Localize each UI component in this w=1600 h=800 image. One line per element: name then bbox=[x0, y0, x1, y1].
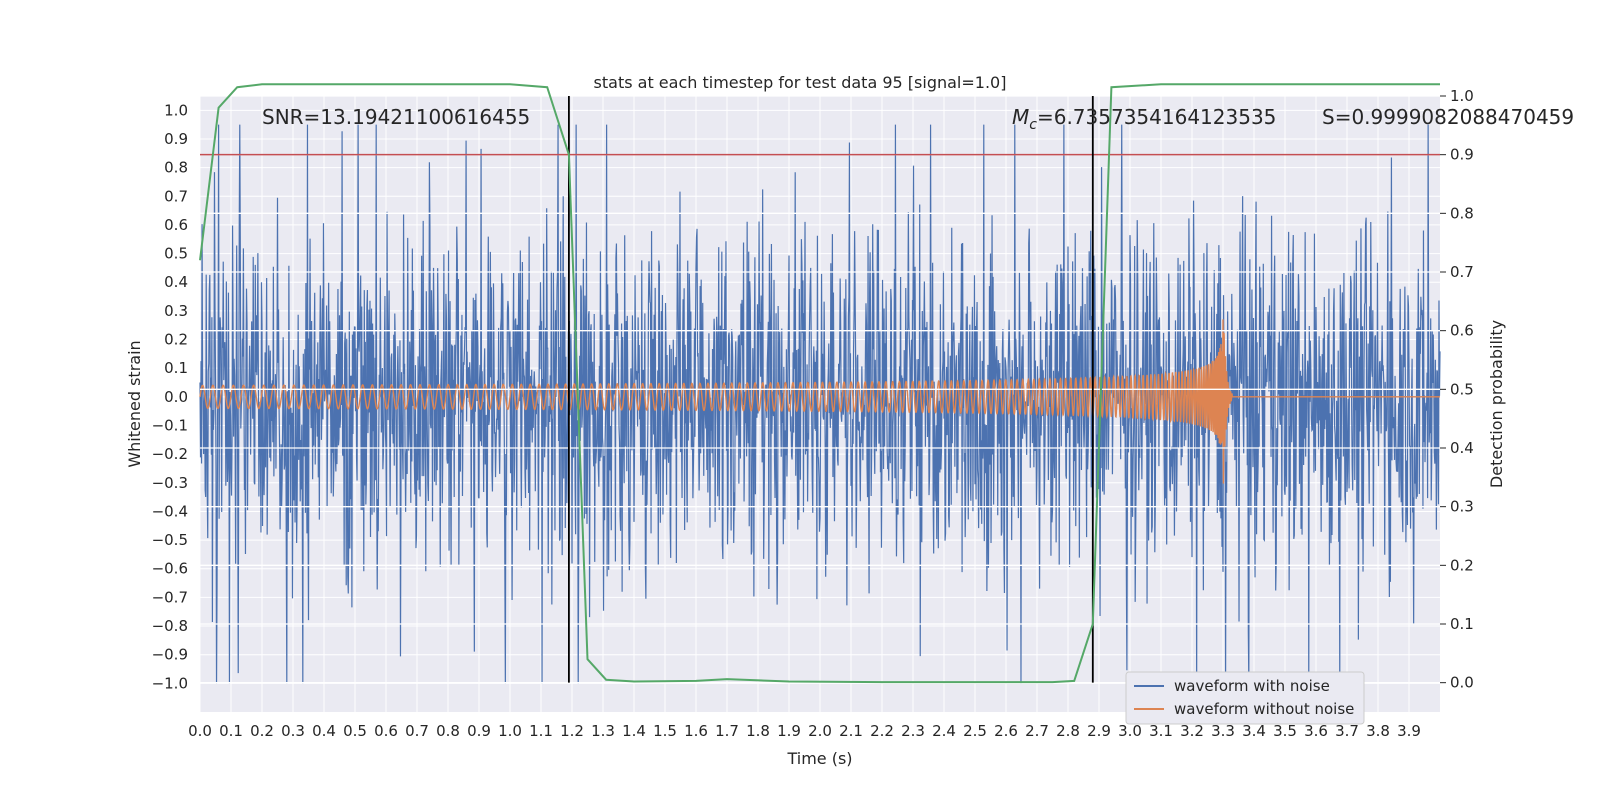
chirp-mass-value: =6.7357354164123535 bbox=[1037, 105, 1276, 129]
waveform-without-noise-path bbox=[199, 319, 1440, 484]
s-annotation: S=0.9999082088470459 bbox=[1322, 105, 1574, 129]
x-tick-label: 2.6 bbox=[994, 722, 1018, 740]
left-y-tick-label: −0.6 bbox=[152, 560, 188, 578]
x-tick-label: 1.6 bbox=[684, 722, 708, 740]
x-tick-label: 2.4 bbox=[932, 722, 956, 740]
legend-label-waveform-with-noise: waveform with noise bbox=[1174, 677, 1330, 695]
x-tick-label: 0.3 bbox=[281, 722, 305, 740]
x-tick-label: 0.5 bbox=[343, 722, 367, 740]
right-y-tick-label: 0.0 bbox=[1450, 674, 1474, 692]
left-y-tick-label: −0.2 bbox=[152, 445, 188, 463]
snr-annotation: SNR=13.19421100616455 bbox=[262, 105, 530, 129]
right-y-tick-label: 0.6 bbox=[1450, 322, 1474, 340]
x-tick-label: 0.8 bbox=[436, 722, 460, 740]
waveform-without-noise-line bbox=[199, 319, 1440, 484]
left-y-tick-label: −0.1 bbox=[152, 416, 188, 434]
right-y-tick-label: 0.4 bbox=[1450, 439, 1474, 457]
right-y-tick-label: 0.7 bbox=[1450, 263, 1474, 281]
x-tick-label: 3.8 bbox=[1366, 722, 1390, 740]
left-y-axis-ticks: 1.0 0.9 0.8 0.7 0.6 0.5 0.4 0.3 0.2 0.1 0.0 −0.1 −0.… bbox=[152, 101, 188, 692]
left-y-tick-label: −0.4 bbox=[152, 502, 188, 520]
x-tick-label: 0.7 bbox=[405, 722, 429, 740]
chirp-mass-annotation: Mc=6.7357354164123535 bbox=[1012, 105, 1276, 133]
x-tick-label: 2.0 bbox=[808, 722, 832, 740]
left-y-tick-label: 0.0 bbox=[164, 388, 188, 406]
x-tick-label: 3.1 bbox=[1149, 722, 1173, 740]
left-y-tick-label: −0.5 bbox=[152, 531, 188, 549]
right-y-axis-label: Detection probability bbox=[1487, 320, 1506, 488]
x-tick-label: 1.9 bbox=[777, 722, 801, 740]
x-tick-label: 0.0 bbox=[188, 722, 212, 740]
vertical-marker-lines bbox=[568, 96, 1094, 683]
x-tick-label: 2.8 bbox=[1056, 722, 1080, 740]
legend-box bbox=[1125, 671, 1365, 725]
left-y-axis-label: Whitened strain bbox=[125, 340, 144, 467]
x-tick-label: 2.1 bbox=[839, 722, 863, 740]
right-y-tick-label: 1.0 bbox=[1450, 87, 1474, 105]
x-tick-label: 2.3 bbox=[901, 722, 925, 740]
x-tick-label: 2.9 bbox=[1087, 722, 1111, 740]
x-tick-label: 1.7 bbox=[715, 722, 739, 740]
x-tick-label: 3.5 bbox=[1273, 722, 1297, 740]
left-y-tick-label: 0.9 bbox=[164, 130, 188, 148]
chart-title: stats at each timestep for test data 95 … bbox=[594, 73, 1007, 92]
detection-probability-path bbox=[199, 83, 1440, 684]
x-tick-label: 1.3 bbox=[591, 722, 615, 740]
x-tick-label: 3.2 bbox=[1180, 722, 1204, 740]
legend-label-waveform-without-noise: waveform without noise bbox=[1174, 700, 1354, 718]
x-tick-label: 3.7 bbox=[1335, 722, 1359, 740]
legend: waveform with noise waveform without noi… bbox=[1125, 671, 1365, 725]
left-y-tick-label: 0.2 bbox=[164, 331, 188, 349]
chirp-mass-subscript: c bbox=[1029, 117, 1037, 133]
x-tick-label: 1.4 bbox=[622, 722, 646, 740]
x-tick-label: 3.6 bbox=[1304, 722, 1328, 740]
x-tick-label: 0.6 bbox=[374, 722, 398, 740]
x-tick-label: 2.5 bbox=[963, 722, 987, 740]
x-tick-label: 0.1 bbox=[219, 722, 243, 740]
left-y-tick-label: −0.8 bbox=[152, 617, 188, 635]
left-y-tick-label: −1.0 bbox=[152, 674, 188, 692]
left-y-tick-label: 0.7 bbox=[164, 187, 188, 205]
x-tick-label: 3.0 bbox=[1118, 722, 1142, 740]
right-y-tick-label: 0.2 bbox=[1450, 556, 1474, 574]
right-y-tick-label: 0.5 bbox=[1450, 380, 1474, 398]
x-tick-label: 0.9 bbox=[467, 722, 491, 740]
x-axis-ticks: 0.0 0.1 0.2 0.3 0.4 0.5 0.6 0.7 0.8 0.9 1.0 1.1 1.2 1… bbox=[188, 722, 1421, 740]
x-tick-label: 1.5 bbox=[653, 722, 677, 740]
right-y-tick-label: 0.1 bbox=[1450, 615, 1474, 633]
x-tick-label: 1.1 bbox=[529, 722, 553, 740]
right-y-tick-label: 0.8 bbox=[1450, 204, 1474, 222]
left-y-tick-label: −0.9 bbox=[152, 646, 188, 664]
detection-probability-line bbox=[199, 83, 1440, 684]
right-y-axis-ticks: 1.0 0.9 0.8 0.7 0.6 0.5 0.4 0.3 0.2 0.1 0.0 bbox=[1440, 87, 1474, 692]
x-tick-label: 1.0 bbox=[498, 722, 522, 740]
left-y-tick-label: 1.0 bbox=[164, 101, 188, 119]
chirp-mass-symbol: M bbox=[1012, 105, 1029, 129]
left-y-tick-label: 0.1 bbox=[164, 359, 188, 377]
x-tick-label: 1.8 bbox=[746, 722, 770, 740]
x-tick-label: 3.9 bbox=[1397, 722, 1421, 740]
x-tick-label: 0.4 bbox=[312, 722, 336, 740]
left-y-tick-label: 0.8 bbox=[164, 159, 188, 177]
waveform-with-noise-line bbox=[199, 124, 1441, 684]
right-y-tick-label: 0.3 bbox=[1450, 498, 1474, 516]
x-tick-label: 1.2 bbox=[560, 722, 584, 740]
right-y-tick-label: 0.9 bbox=[1450, 146, 1474, 164]
x-tick-label: 3.4 bbox=[1242, 722, 1266, 740]
left-y-tick-label: −0.3 bbox=[152, 474, 188, 492]
left-y-tick-label: 0.6 bbox=[164, 216, 188, 234]
x-tick-label: 3.3 bbox=[1211, 722, 1235, 740]
x-axis-label: Time (s) bbox=[786, 749, 852, 768]
left-y-tick-label: −0.7 bbox=[152, 588, 188, 606]
waveform-with-noise-path bbox=[199, 124, 1441, 684]
x-tick-label: 2.2 bbox=[870, 722, 894, 740]
x-tick-label: 0.2 bbox=[250, 722, 274, 740]
left-y-tick-label: 0.5 bbox=[164, 245, 188, 263]
left-y-tick-label: 0.4 bbox=[164, 273, 188, 291]
x-tick-label: 2.7 bbox=[1025, 722, 1049, 740]
left-y-tick-label: 0.3 bbox=[164, 302, 188, 320]
